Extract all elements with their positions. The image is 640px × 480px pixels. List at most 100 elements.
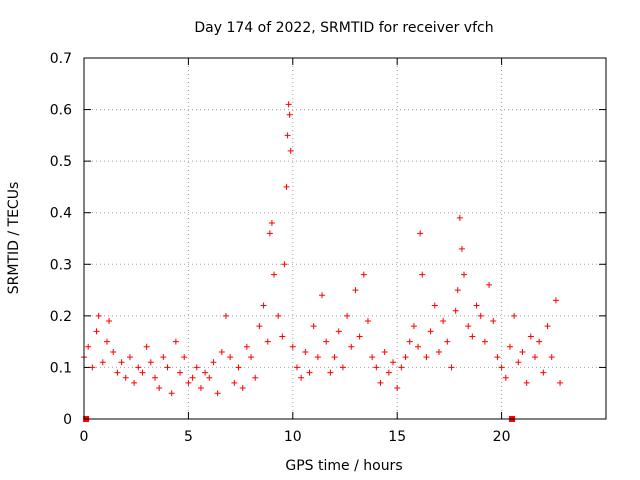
- data-point: [410, 323, 417, 330]
- data-point: [227, 354, 234, 361]
- data-point: [431, 302, 438, 309]
- y-tick-label: 0.7: [50, 51, 72, 67]
- data-point: [189, 374, 196, 381]
- data-point: [147, 359, 154, 366]
- data-point: [89, 364, 96, 371]
- data-point: [444, 338, 451, 345]
- data-point: [548, 354, 555, 361]
- data-point: [515, 359, 522, 366]
- y-tick-label: 0.5: [50, 154, 72, 170]
- data-point: [331, 354, 338, 361]
- y-tick-label: 0.6: [50, 103, 72, 119]
- data-point: [352, 287, 359, 294]
- data-point: [423, 354, 430, 361]
- data-point: [473, 302, 480, 309]
- data-point: [373, 364, 380, 371]
- data-point: [206, 374, 213, 381]
- data-point: [402, 354, 409, 361]
- data-point: [286, 111, 293, 118]
- data-point: [490, 318, 497, 325]
- y-tick-label: 0.1: [50, 360, 72, 376]
- data-point: [506, 343, 513, 350]
- data-point: [302, 348, 309, 355]
- data-point: [95, 312, 102, 319]
- data-point: [197, 385, 204, 392]
- x-axis-label: GPS time / hours: [285, 458, 402, 474]
- x-tick-label: 10: [284, 429, 302, 445]
- data-point: [448, 364, 455, 371]
- data-point: [486, 281, 493, 288]
- data-point: [185, 379, 192, 386]
- data-point: [465, 323, 472, 330]
- data-point: [110, 348, 117, 355]
- y-axis-label: SRMTID / TECUs: [6, 182, 22, 295]
- data-point: [502, 374, 509, 381]
- data-point: [494, 354, 501, 361]
- data-point: [172, 338, 179, 345]
- data-point: [210, 359, 217, 366]
- plot-frame: [83, 57, 607, 420]
- data-point: [283, 183, 290, 190]
- y-tick-label: 0: [63, 412, 72, 428]
- data-point: [239, 385, 246, 392]
- data-point: [248, 354, 255, 361]
- data-point: [306, 369, 313, 376]
- data-point: [260, 302, 267, 309]
- data-point: [310, 323, 317, 330]
- data-point: [532, 354, 539, 361]
- data-point: [122, 374, 129, 381]
- data-point: [99, 359, 106, 366]
- data-point: [477, 312, 484, 319]
- data-point: [344, 312, 351, 319]
- data-point: [461, 271, 468, 278]
- data-point: [114, 369, 121, 376]
- data-point: [406, 338, 413, 345]
- data-point: [222, 312, 229, 319]
- data-point: [364, 318, 371, 325]
- data-point: [264, 338, 271, 345]
- data-point: [181, 354, 188, 361]
- data-point: [369, 354, 376, 361]
- tick-labels: 0 0.1 0.2 0.3 0.4 0.5 0.6 0.7 0 5 10 15 20: [50, 51, 511, 445]
- data-point: [281, 261, 288, 268]
- data-point: [398, 364, 405, 371]
- y-tick-label: 0.2: [50, 309, 72, 325]
- data-point: [314, 354, 321, 361]
- data-point: [164, 364, 171, 371]
- axis-ticks: [83, 57, 606, 420]
- data-point: [458, 245, 465, 252]
- x-tick-label: 15: [388, 429, 406, 445]
- data-point: [454, 287, 461, 294]
- data-point: [385, 369, 392, 376]
- grid-lines: [84, 58, 606, 419]
- data-point: [93, 328, 100, 335]
- data-point: [126, 354, 133, 361]
- data-point: [177, 369, 184, 376]
- data-point: [168, 390, 175, 397]
- data-point: [356, 333, 363, 340]
- data-point: [327, 369, 334, 376]
- y-tick-label: 0.3: [50, 257, 72, 273]
- data-point: [256, 323, 263, 330]
- data-point: [536, 338, 543, 345]
- data-point: [156, 385, 163, 392]
- data-point: [285, 101, 292, 108]
- x-tick-label: 5: [184, 429, 193, 445]
- data-point: [287, 147, 294, 154]
- data-point: [284, 132, 291, 139]
- data-point: [298, 374, 305, 381]
- data-point: [523, 379, 530, 386]
- chart-title: Day 174 of 2022, SRMTID for receiver vfc…: [194, 20, 493, 36]
- data-point: [214, 390, 221, 397]
- data-point: [268, 220, 275, 227]
- data-point: [275, 312, 282, 319]
- data-point: [544, 323, 551, 330]
- data-point: [218, 348, 225, 355]
- data-point: [417, 230, 424, 237]
- data-point: [202, 369, 209, 376]
- data-point: [135, 364, 142, 371]
- data-point: [160, 354, 167, 361]
- data-point: [348, 343, 355, 350]
- data-point: [106, 318, 113, 325]
- data-point: [540, 369, 547, 376]
